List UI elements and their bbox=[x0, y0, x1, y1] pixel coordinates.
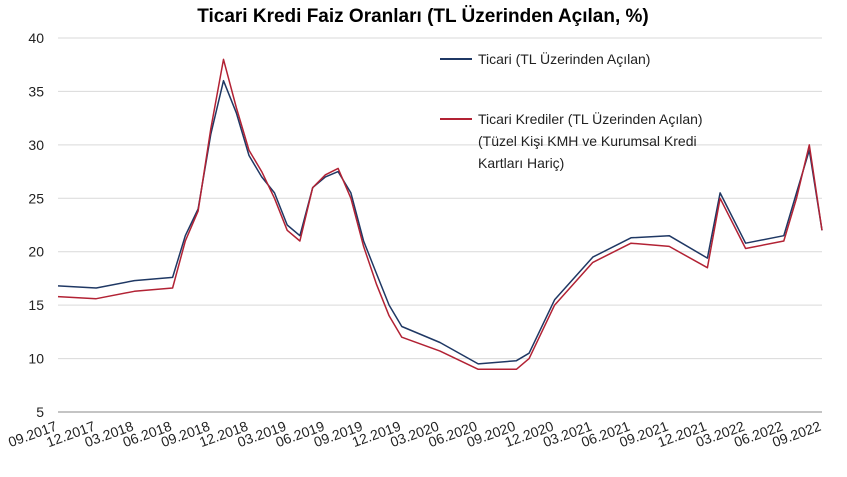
series-lines bbox=[57, 58, 823, 371]
y-tick-label: 30 bbox=[28, 137, 44, 153]
y-tick-label: 20 bbox=[28, 244, 44, 260]
chart-title: Ticari Kredi Faiz Oranları (TL Üzerinden… bbox=[197, 6, 649, 27]
y-axis: 5 10 15 20 25 30 35 40 bbox=[28, 30, 44, 420]
y-tick-label: 10 bbox=[28, 351, 44, 367]
series-line-ticari-krediler bbox=[57, 58, 823, 371]
y-tick-label: 5 bbox=[36, 404, 44, 420]
legend: Ticari (TL Üzerinden Açılan) Ticari Kred… bbox=[440, 50, 703, 171]
legend-label-ticari-krediler-cont2: Kartları Hariç) bbox=[478, 155, 564, 171]
y-tick-label: 15 bbox=[28, 297, 44, 313]
legend-label-ticari-krediler-cont: (Tüzel Kişi KMH ve Kurumsal Kredi bbox=[478, 133, 697, 149]
y-tick-label: 40 bbox=[28, 30, 44, 46]
y-tick-label: 35 bbox=[28, 83, 44, 99]
x-axis: 09.201712.201703.201806.201809.201812.20… bbox=[6, 418, 823, 450]
legend-label-ticari-krediler: Ticari Krediler (TL Üzerinden Açılan) bbox=[478, 110, 703, 127]
y-tick-label: 25 bbox=[28, 190, 44, 206]
grid bbox=[58, 37, 822, 413]
legend-label-ticari: Ticari (TL Üzerinden Açılan) bbox=[478, 50, 650, 67]
series-line-ticari bbox=[57, 79, 823, 365]
